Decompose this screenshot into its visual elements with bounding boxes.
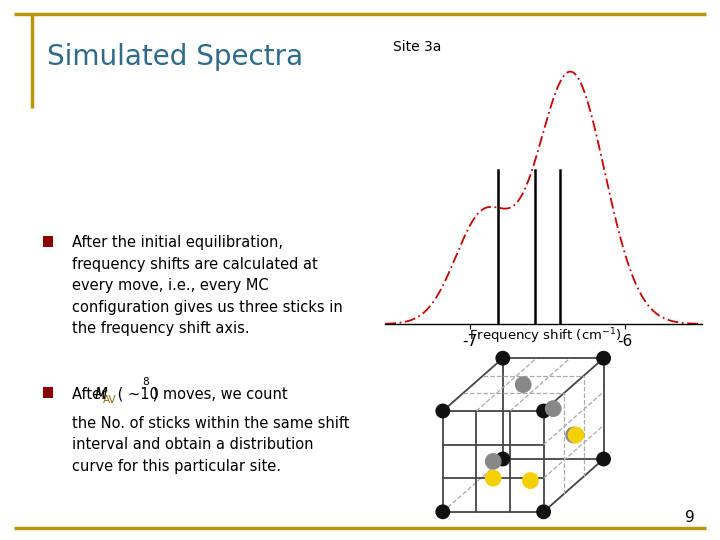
Text: AV: AV	[103, 395, 116, 405]
Bar	[43, 387, 53, 399]
Circle shape	[568, 427, 584, 443]
Text: After: After	[72, 387, 112, 402]
Text: 8: 8	[143, 377, 149, 387]
Text: Simulated Spectra: Simulated Spectra	[47, 43, 303, 71]
Text: the No. of sticks within the same shift
interval and obtain a distribution
curve: the No. of sticks within the same shift …	[72, 416, 349, 474]
Text: Site 3a: Site 3a	[393, 39, 441, 53]
Circle shape	[546, 401, 561, 416]
Circle shape	[485, 470, 501, 486]
Text: 9: 9	[685, 510, 695, 525]
Circle shape	[496, 352, 510, 365]
Text: M: M	[94, 387, 107, 402]
Circle shape	[597, 352, 611, 365]
Circle shape	[597, 453, 611, 465]
Text: Frequency shift (cm$^{-1}$): Frequency shift (cm$^{-1}$)	[469, 327, 621, 346]
Circle shape	[485, 454, 501, 469]
Circle shape	[566, 427, 581, 443]
Text: After the initial equilibration,
frequency shifts are calculated at
every move, : After the initial equilibration, frequen…	[72, 235, 343, 336]
Text: ) moves, we count: ) moves, we count	[148, 387, 288, 402]
Circle shape	[436, 505, 449, 518]
Circle shape	[516, 377, 531, 392]
Circle shape	[436, 404, 449, 418]
Bar	[43, 236, 53, 247]
Circle shape	[537, 505, 550, 518]
Circle shape	[523, 473, 538, 488]
Text: ( ~10: ( ~10	[114, 387, 159, 402]
Circle shape	[496, 453, 510, 465]
Circle shape	[537, 404, 550, 418]
